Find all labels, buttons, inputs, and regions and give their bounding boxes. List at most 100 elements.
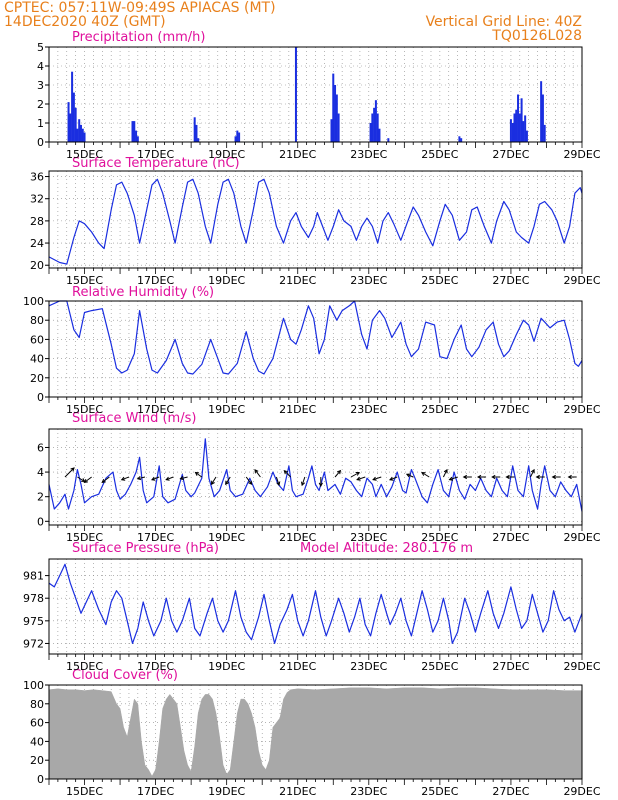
wind-xtick-label: 21DEC: [279, 531, 316, 544]
wind-vector-head: [389, 476, 394, 481]
pres-xtick-label: 25DEC: [421, 660, 458, 673]
pressure-title: Surface Pressure (hPa): [72, 541, 219, 556]
temp-xtick-label: 25DEC: [421, 274, 458, 287]
precip-bar: [369, 123, 372, 142]
precip-bar: [522, 121, 525, 142]
precip-bar: [332, 73, 335, 142]
rh-xtick-label: 15DEC: [66, 403, 103, 416]
header-model-code: TQ0126L028: [491, 28, 582, 44]
rh-ytick-label: 60: [30, 333, 44, 346]
precip-bar: [520, 98, 523, 142]
precip-bar: [376, 113, 379, 142]
pres-xtick-label: 17DEC: [137, 660, 174, 673]
rh-xtick-label: 19DEC: [208, 403, 245, 416]
precip-bar: [72, 92, 75, 142]
wind-vector: [421, 472, 430, 478]
rh-xtick-label: 23DEC: [350, 403, 387, 416]
precip-xtick-label: 17DEC: [137, 148, 174, 161]
wind-vector: [334, 470, 341, 478]
rh-panel: 0 20 40 60 80 100 15DEC 17DEC 19DEC 21DEC 23DEC 25D…: [23, 295, 601, 416]
rh-line: [48, 300, 583, 375]
wind-vector-head: [101, 478, 106, 484]
wind-vector: [101, 476, 110, 483]
wind-vector: [350, 472, 360, 478]
wind-vector-head: [337, 469, 342, 475]
wind-vector: [372, 476, 382, 481]
temp-line: [48, 178, 583, 265]
wind-xtick-label: 27DEC: [492, 531, 529, 544]
temp-xtick-label: 21DEC: [279, 274, 316, 287]
header-vertical-grid: Vertical Grid Line: 40Z: [426, 14, 582, 30]
precip-ytick-label: 5: [37, 41, 44, 54]
wind-vector: [356, 476, 366, 481]
cloud-ytick-label: 100: [23, 679, 44, 692]
rh-xtick-label: 21DEC: [279, 403, 316, 416]
cloud-xtick-label: 23DEC: [350, 785, 387, 798]
pres-ytick-label: 975: [23, 615, 44, 628]
wind-vector-head: [421, 471, 426, 476]
wind-vector-head: [248, 480, 253, 486]
pres-xtick-label: 15DEC: [66, 660, 103, 673]
wind-vector-head: [283, 469, 288, 475]
pres-xtick-label: 29DEC: [563, 660, 600, 673]
wind-vector-head: [83, 478, 88, 484]
precip-bar: [373, 107, 376, 142]
cloud-ytick-label: 20: [30, 754, 44, 767]
wind-vector-head: [151, 476, 156, 481]
precip-xtick-label: 29DEC: [563, 148, 600, 161]
precip-bar: [378, 128, 381, 142]
cloud-xtick-label: 27DEC: [492, 785, 529, 798]
wind-vector-head: [356, 476, 361, 481]
humidity-title: Relative Humidity (%): [72, 285, 214, 300]
wind-vector: [225, 476, 231, 485]
precip-xtick-label: 27DEC: [492, 148, 529, 161]
wind-vector-head: [179, 476, 184, 481]
wind-vector-head: [254, 468, 259, 474]
precip-bar: [525, 130, 528, 142]
rh-xtick-label: 29DEC: [563, 403, 600, 416]
wind-ytick-label: 6: [37, 441, 44, 454]
precip-bar: [371, 113, 374, 142]
precip-bar: [524, 115, 527, 142]
rh-xtick-label: 17DEC: [137, 403, 174, 416]
precip-bar: [387, 138, 390, 142]
precip-bar: [76, 128, 79, 142]
wind-xtick-label: 15DEC: [66, 531, 103, 544]
precip-ytick-label: 2: [37, 98, 44, 111]
pres-ytick-label: 972: [23, 637, 44, 650]
precip-bar: [374, 100, 377, 142]
precip-bar: [81, 128, 84, 142]
rh-ytick-label: 100: [23, 295, 44, 308]
precip-bar: [83, 132, 86, 142]
wind-vector: [84, 476, 92, 483]
precip-bar: [193, 117, 196, 142]
wind-vector: [121, 476, 130, 481]
temp-xtick-label: 23DEC: [350, 274, 387, 287]
wind-xtick-label: 23DEC: [350, 531, 387, 544]
cloud-area: [48, 687, 583, 780]
precip-bar: [335, 94, 338, 142]
precip-bar: [518, 113, 521, 142]
temp-xtick-label: 29DEC: [563, 274, 600, 287]
precip-xtick-label: 19DEC: [208, 148, 245, 161]
wind-vector: [151, 476, 160, 481]
wind-vector-head: [276, 481, 281, 487]
wind-vector-head: [318, 482, 323, 488]
temp-ytick-label: 32: [30, 193, 44, 206]
cloud-ytick-label: 60: [30, 717, 44, 730]
precip-ytick-label: 3: [37, 79, 44, 92]
cloud-ytick-label: 80: [30, 698, 44, 711]
wind-vector: [275, 476, 280, 486]
rh-ytick-label: 20: [30, 372, 44, 385]
precip-bar: [74, 107, 77, 142]
cloud-xtick-label: 29DEC: [563, 785, 600, 798]
precip-bar: [197, 138, 200, 142]
precip-bar: [543, 124, 546, 142]
precip-bar: [236, 130, 239, 142]
wind-vector: [283, 470, 291, 478]
wind-line: [48, 438, 583, 512]
precip-bar: [234, 136, 237, 142]
pres-xtick-label: 21DEC: [279, 660, 316, 673]
wind-vector-head: [535, 474, 540, 480]
wind-vector: [137, 476, 146, 480]
